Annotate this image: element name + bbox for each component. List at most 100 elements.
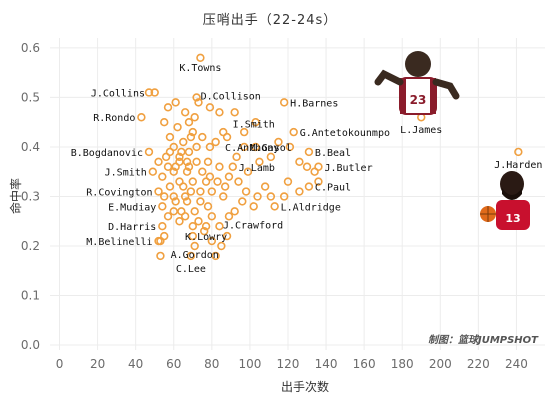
data-point	[175, 177, 184, 186]
data-point	[194, 98, 203, 107]
x-tick-label: 180	[391, 357, 414, 371]
data-point	[211, 137, 220, 147]
data-point	[205, 103, 215, 112]
point-label: J.Lamb	[239, 163, 275, 174]
labeled-data-point	[144, 147, 154, 157]
x-tick-label: 160	[353, 357, 376, 371]
data-point	[163, 103, 173, 112]
labeled-data-point	[228, 162, 237, 171]
data-point	[194, 217, 203, 226]
data-point	[180, 192, 190, 201]
data-point	[182, 197, 192, 206]
point-label: A.Gordon	[171, 250, 219, 261]
data-point	[203, 202, 213, 211]
data-point	[175, 152, 184, 162]
labeled-data-point	[148, 167, 158, 176]
y-axis-label: 命中率	[8, 178, 23, 214]
y-tick-label: 0.5	[21, 90, 40, 104]
labeled-data-point	[251, 142, 260, 152]
data-point	[241, 187, 251, 196]
x-tick-label: 240	[505, 357, 528, 371]
point-label: K.Lowry	[185, 232, 227, 243]
data-point	[211, 251, 220, 261]
data-point	[196, 197, 205, 206]
labeled-data-point	[230, 108, 239, 117]
data-point	[207, 236, 217, 246]
data-point	[224, 172, 234, 181]
data-point	[203, 157, 213, 167]
data-point	[238, 197, 247, 206]
labeled-data-point	[144, 88, 154, 97]
data-point	[165, 182, 175, 191]
x-tick-label: 40	[128, 357, 143, 371]
data-point	[200, 226, 209, 236]
labeled-data-point	[289, 127, 298, 137]
data-point	[188, 177, 197, 186]
x-tick-label: 0	[56, 357, 64, 371]
x-tick-label: 100	[238, 357, 261, 371]
data-point	[302, 162, 312, 171]
tick-labels: 0.0 0.1 0.2 0.3 0.4 0.5 0.6 0 20 40 60 80 100 120 140 1…	[21, 41, 528, 371]
data-point	[175, 217, 184, 226]
labeled-data-point	[186, 251, 196, 261]
data-point	[207, 212, 217, 221]
data-point	[169, 192, 178, 201]
labeled-data-point	[196, 53, 205, 63]
data-point	[255, 157, 264, 167]
data-point	[314, 177, 323, 186]
point-label: R.Rondo	[93, 113, 135, 124]
data-point	[160, 117, 169, 127]
data-point	[165, 147, 175, 157]
data-point	[154, 157, 163, 167]
x-tick-label: 60	[166, 357, 181, 371]
data-point	[217, 241, 226, 251]
labeled-data-point	[514, 147, 523, 157]
labeled-data-point	[154, 187, 163, 196]
data-point	[205, 172, 215, 181]
labeled-data-point	[270, 202, 279, 211]
x-tick-label: 20	[90, 357, 105, 371]
data-point	[184, 147, 194, 157]
harden-photo: 13	[480, 171, 530, 230]
data-point	[232, 152, 241, 162]
labeled-data-point	[279, 98, 289, 107]
point-label: J.Smith	[105, 168, 147, 179]
data-point	[184, 162, 194, 171]
point-label: L.Aldridge	[281, 202, 341, 213]
y-tick-label: 0.3	[21, 189, 40, 203]
data-point	[196, 187, 205, 196]
chart-credit: 制图：篮球JUMPSHOT	[428, 334, 539, 346]
data-point	[266, 192, 276, 201]
point-label: B.Bogdanovic	[71, 148, 143, 159]
data-point	[279, 192, 289, 201]
data-point	[249, 202, 258, 211]
data-point	[198, 132, 207, 142]
data-point	[173, 122, 182, 132]
y-tick-label: 0.4	[21, 140, 40, 154]
point-labels: K.Towns D.Collison J.Collins H.Barnes L.Jame…	[71, 63, 543, 275]
point-label: C.Anthony	[225, 143, 279, 154]
data-point	[234, 177, 243, 186]
data-point	[215, 221, 224, 231]
data-point	[219, 192, 228, 201]
y-tick-label: 0.1	[21, 289, 40, 303]
data-point	[182, 157, 192, 167]
point-label: H.Barnes	[290, 98, 338, 109]
data-point	[186, 132, 196, 142]
data-point	[213, 177, 222, 186]
x-axis-label: 出手次数	[281, 379, 329, 394]
point-label: J.Harden	[494, 160, 542, 171]
y-tick-label: 0.0	[21, 338, 40, 352]
x-tick-label: 140	[315, 357, 338, 371]
data-point	[156, 251, 165, 261]
data-point	[192, 142, 201, 152]
data-point	[260, 182, 270, 191]
data-point	[169, 167, 178, 176]
data-point	[180, 212, 190, 221]
data-point	[188, 127, 197, 137]
data-point	[180, 108, 190, 117]
point-label: J.Collins	[91, 88, 145, 99]
point-label: D.Harris	[108, 222, 156, 233]
data-point	[165, 132, 175, 142]
